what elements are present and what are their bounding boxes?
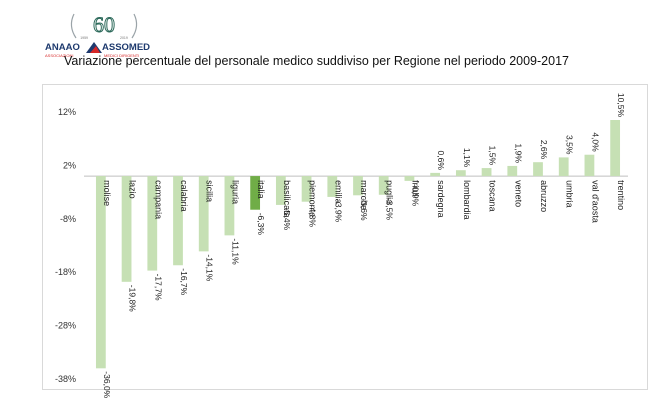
logo-year-left: 1959 — [80, 36, 88, 40]
bar-basilicata — [275, 176, 286, 205]
bar-toscana — [481, 168, 492, 177]
bar-italia — [250, 176, 261, 210]
category-label: calabria — [179, 180, 189, 212]
data-label: -36,0% — [102, 371, 112, 398]
bar-abruzzo — [533, 162, 543, 177]
bar-trentino — [610, 120, 621, 177]
category-label: puglia — [385, 180, 395, 204]
data-label: -0,9% — [410, 184, 420, 207]
bar-emilia — [327, 176, 338, 197]
data-label: 0,6% — [436, 151, 446, 171]
data-label: -17,7% — [153, 274, 163, 301]
category-label: italia — [256, 180, 266, 199]
category-label: sicilia — [205, 180, 215, 202]
bar-calabria — [173, 176, 183, 266]
bar-veneto — [507, 165, 518, 177]
bar-val-d-aosta — [584, 154, 595, 177]
category-label: lazio — [128, 180, 138, 199]
category-label: piemonte — [308, 180, 318, 217]
data-label: -11,1% — [230, 238, 240, 265]
logo-right-text: ASSOMED — [102, 42, 150, 53]
category-label: toscana — [488, 180, 498, 212]
bar-piemonte — [301, 176, 312, 202]
category-label: umbria — [565, 180, 575, 208]
bar-campania — [147, 176, 158, 271]
category-label: friuli — [410, 180, 420, 197]
logo-sub-right: MEDICI DIRIGENTI — [104, 53, 139, 58]
category-label: veneto — [513, 180, 523, 207]
logo-number: 60 — [93, 12, 115, 37]
chart-frame — [42, 84, 648, 390]
category-label: liguria — [230, 180, 240, 204]
data-label: 1,1% — [462, 148, 472, 168]
logo-graphic: 60 1959 2019 ANAAO ASSOMED ASSOCIAZIONI … — [45, 12, 150, 59]
data-label: 3,5% — [565, 135, 575, 155]
y-tick-label: -28% — [55, 321, 76, 331]
y-tick-label: -18% — [55, 267, 76, 277]
category-label: val d'aosta — [590, 180, 600, 223]
data-label: -19,8% — [128, 285, 138, 312]
data-label: -4,8% — [308, 205, 318, 228]
category-label: emilia — [333, 180, 343, 204]
category-label: trentino — [616, 180, 626, 210]
category-label: lombardia — [462, 180, 472, 220]
data-label: -14,1% — [205, 254, 215, 281]
y-axis-ticks: 12% 2% -8% -18% -28% -38% — [55, 107, 76, 384]
category-labels: molise lazio campania calabria sicilia liguri… — [102, 180, 626, 223]
category-label: basilicata — [282, 180, 292, 218]
bar-lazio — [121, 176, 132, 282]
bars — [95, 120, 621, 369]
bar-sardegna — [430, 172, 441, 177]
y-tick-label: -38% — [55, 374, 76, 384]
data-label: -6,3% — [256, 213, 266, 236]
data-label: -5,4% — [282, 208, 292, 231]
bar-sicilia — [198, 176, 209, 252]
data-labels: -36,0% -19,8% -17,7% -16,7% -14,1% -11,1% -6,3… — [102, 93, 626, 399]
y-tick-label: 12% — [58, 107, 76, 117]
logo-year-right: 2019 — [120, 36, 128, 40]
chart-title: Variazione percentuale del personale med… — [64, 54, 569, 68]
y-tick-label: -8% — [60, 214, 76, 224]
bar-puglia — [378, 176, 389, 195]
data-label: -3,5% — [385, 198, 395, 221]
data-label: 1,9% — [513, 144, 523, 164]
bar-liguria — [224, 176, 235, 236]
category-label: campania — [153, 180, 163, 219]
logo-left-text: ANAAO — [45, 42, 80, 53]
category-label: molise — [102, 180, 112, 206]
data-label: -3,9% — [333, 200, 343, 223]
bar-molise — [95, 176, 106, 369]
data-label: 4,0% — [590, 132, 600, 152]
logo-sub-left: ASSOCIAZIONI — [45, 53, 73, 58]
bar-umbria — [558, 157, 569, 177]
data-label: -16,7% — [179, 268, 189, 295]
bar-marche — [353, 176, 363, 196]
category-label: abruzzo — [539, 180, 549, 212]
data-label: 1,5% — [488, 146, 498, 166]
category-label: marche — [359, 180, 369, 210]
data-label: -3,6% — [359, 198, 369, 221]
data-label: 10,5% — [616, 93, 626, 118]
bar-lombardia — [455, 170, 466, 177]
data-label: 2,6% — [539, 140, 549, 160]
anaao-assomed-logo: 60 1959 2019 ANAAO ASSOMED ASSOCIAZIONI … — [44, 6, 164, 64]
y-tick-label: 2% — [63, 160, 76, 170]
category-label: sardegna — [436, 180, 446, 218]
bar-friuli — [404, 176, 415, 181]
